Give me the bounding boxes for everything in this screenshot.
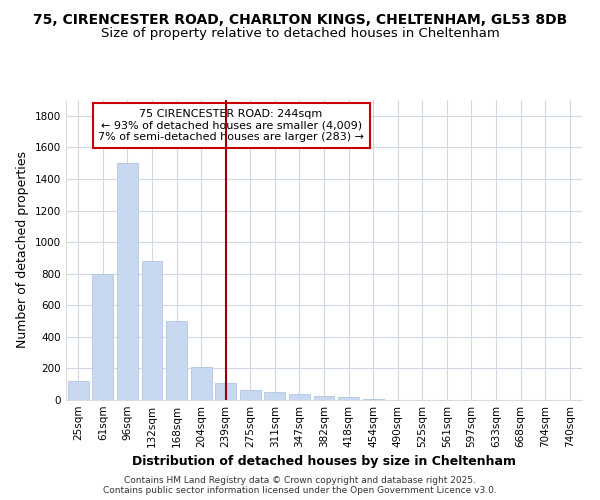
- Bar: [92, 274, 113, 400]
- Text: Contains public sector information licensed under the Open Government Licence v3: Contains public sector information licen…: [103, 486, 497, 495]
- Bar: [215, 384, 236, 400]
- Bar: [191, 367, 212, 400]
- Bar: [362, 399, 383, 400]
- X-axis label: Distribution of detached houses by size in Cheltenham: Distribution of detached houses by size …: [132, 456, 516, 468]
- Bar: [338, 397, 359, 400]
- Bar: [289, 394, 310, 400]
- Bar: [265, 392, 286, 400]
- Bar: [166, 321, 187, 400]
- Text: 75 CIRENCESTER ROAD: 244sqm
← 93% of detached houses are smaller (4,009)
7% of s: 75 CIRENCESTER ROAD: 244sqm ← 93% of det…: [98, 109, 364, 142]
- Text: Size of property relative to detached houses in Cheltenham: Size of property relative to detached ho…: [101, 28, 499, 40]
- Bar: [240, 390, 261, 400]
- Text: Contains HM Land Registry data © Crown copyright and database right 2025.: Contains HM Land Registry data © Crown c…: [124, 476, 476, 485]
- Bar: [314, 396, 334, 400]
- Bar: [68, 381, 89, 400]
- Y-axis label: Number of detached properties: Number of detached properties: [16, 152, 29, 348]
- Bar: [142, 261, 163, 400]
- Text: 75, CIRENCESTER ROAD, CHARLTON KINGS, CHELTENHAM, GL53 8DB: 75, CIRENCESTER ROAD, CHARLTON KINGS, CH…: [33, 12, 567, 26]
- Bar: [117, 163, 138, 400]
